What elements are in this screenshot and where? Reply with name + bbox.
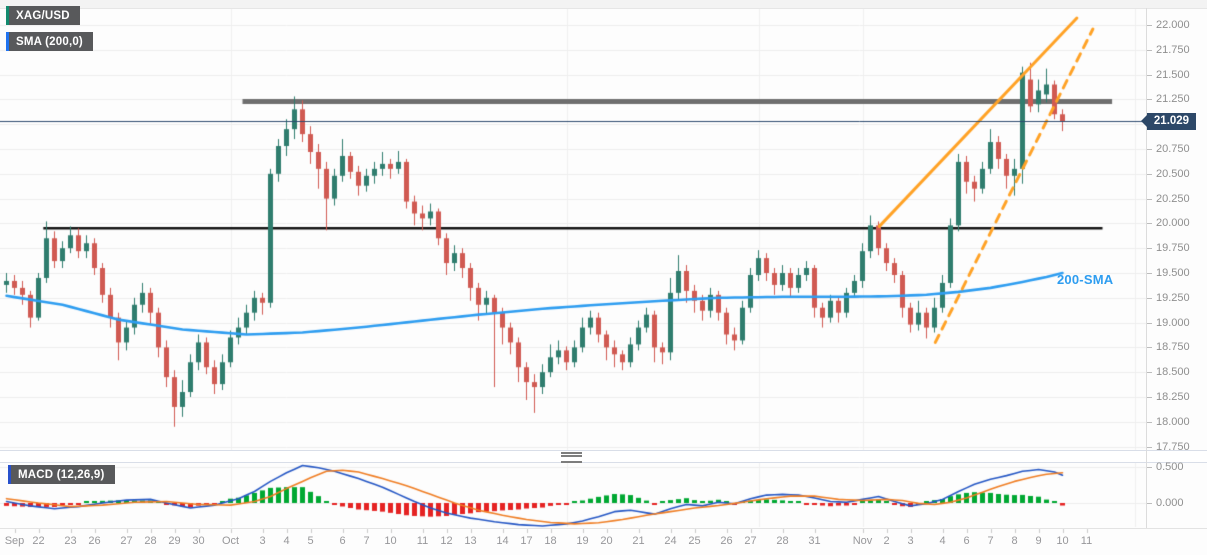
price-tick-label: 21.250 [1147, 92, 1207, 106]
price-tick-label: 20.250 [1147, 192, 1207, 206]
sma-line-label: 200-SMA [1057, 272, 1114, 287]
price-tick-label: 18.750 [1147, 340, 1207, 354]
time-tick-label: 31 [808, 535, 821, 547]
time-tick-label: Sep [4, 535, 25, 547]
time-tick-label: 22 [32, 535, 45, 547]
time-tick-label: 28 [776, 535, 789, 547]
sma-indicator-badge[interactable]: SMA (200,0) [6, 32, 93, 51]
price-axis[interactable]: 22.000 21.750 21.500 21.250 20.750 20.500 20.2… [1147, 0, 1207, 528]
price-tick-label: 22.000 [1147, 18, 1207, 32]
sma-badge-label: SMA (200,0) [16, 35, 83, 48]
price-tick-label: 18.500 [1147, 365, 1207, 379]
time-tick-label: 25 [688, 535, 701, 547]
panel-divider [0, 450, 1207, 463]
time-tick-label: 10 [1056, 535, 1069, 547]
time-tick-label: 3 [259, 535, 266, 547]
price-tick-label: 17.750 [1147, 440, 1207, 454]
price-tick-label: 19.750 [1147, 241, 1207, 255]
time-tick-label: 20 [600, 535, 613, 547]
time-tick-label: 14 [496, 535, 509, 547]
time-axis[interactable]: Sep 22 23 26 27 28 29 30 Oct 3 4 5 6 7 10 11 12 13 14 17 18 1… [0, 529, 1146, 555]
time-tick-label: 7 [363, 535, 370, 547]
time-tick-label: 30 [192, 535, 205, 547]
time-tick-label: 11 [416, 535, 429, 547]
price-tick-label: 20.000 [1147, 216, 1207, 230]
time-tick-label: 23 [64, 535, 77, 547]
price-tick-label: 18.250 [1147, 390, 1207, 404]
time-tick-label: 3 [907, 535, 914, 547]
price-tick-label: 21.750 [1147, 43, 1207, 57]
time-tick-label: 4 [939, 535, 946, 547]
symbol-badge-label: XAG/USD [16, 9, 70, 22]
price-tick-label: 20.500 [1147, 167, 1207, 181]
time-tick-label: 2 [883, 535, 890, 547]
time-tick-label: 8 [1011, 535, 1018, 547]
time-tick-label: 27 [120, 535, 133, 547]
time-tick-label: 4 [283, 535, 290, 547]
time-tick-label: 13 [464, 535, 477, 547]
time-tick-label: 6 [339, 535, 346, 547]
price-tick-label: 19.250 [1147, 291, 1207, 305]
macd-tick-label: 0.500 [1147, 460, 1207, 474]
time-tick-label: 5 [307, 535, 314, 547]
time-tick-label: 28 [144, 535, 157, 547]
price-tick-label: 18.000 [1147, 415, 1207, 429]
time-tick-label: 18 [544, 535, 557, 547]
price-tick-label: 19.500 [1147, 266, 1207, 280]
panel-bottom-border [0, 528, 1207, 529]
time-tick-label: 24 [664, 535, 677, 547]
macd-indicator-badge[interactable]: MACD (12,26,9) [8, 465, 115, 484]
price-tick-label: 21.500 [1147, 68, 1207, 82]
time-tick-label: 9 [1035, 535, 1042, 547]
price-tick-label: 19.000 [1147, 316, 1207, 330]
time-tick-label: 27 [744, 535, 757, 547]
price-tick-label: 20.750 [1147, 142, 1207, 156]
time-tick-label: 6 [963, 535, 970, 547]
current-price-tag: 21.029 [1141, 112, 1196, 130]
top-strip [0, 0, 1207, 9]
time-tick-label: 19 [576, 535, 589, 547]
time-tick-label: 17 [520, 535, 533, 547]
time-tick-label: 21 [632, 535, 645, 547]
time-tick-label: 11 [1080, 535, 1093, 547]
macd-badge-label: MACD (12,26,9) [18, 468, 105, 481]
time-tick-label: 26 [720, 535, 733, 547]
time-tick-label: 29 [168, 535, 181, 547]
time-tick-label: Nov [852, 535, 873, 547]
time-tick-label: 26 [88, 535, 101, 547]
panel-resize-handle-icon[interactable] [561, 452, 582, 463]
time-tick-label: 12 [440, 535, 453, 547]
time-tick-label: 7 [987, 535, 994, 547]
symbol-badge[interactable]: XAG/USD [6, 6, 80, 25]
macd-tick-label: 0.000 [1147, 496, 1207, 510]
time-tick-label: 10 [384, 535, 397, 547]
time-tick-label: Oct [221, 535, 240, 547]
axis-separator [1146, 8, 1147, 528]
